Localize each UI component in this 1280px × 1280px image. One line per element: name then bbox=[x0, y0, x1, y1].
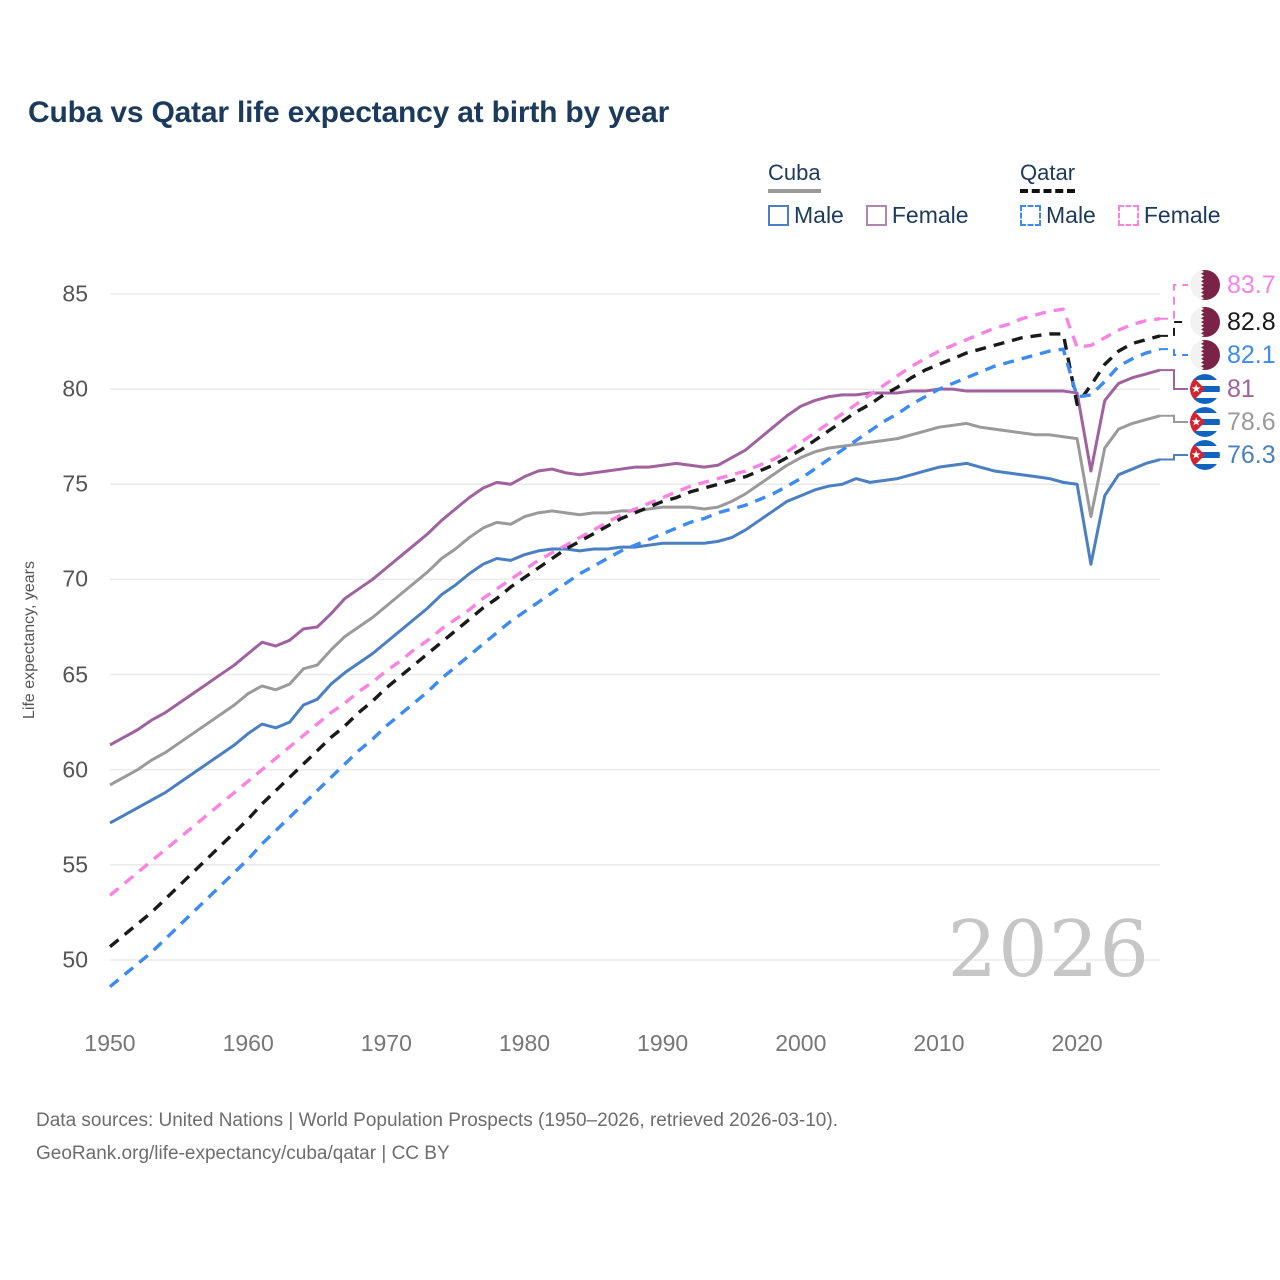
legend-country-name: Qatar bbox=[1020, 160, 1076, 193]
x-axis-tick: 1970 bbox=[360, 1030, 412, 1056]
x-axis-tick: 1960 bbox=[222, 1030, 274, 1056]
page-title: Cuba vs Qatar life expectancy at birth b… bbox=[28, 96, 670, 129]
y-axis-tick: 55 bbox=[62, 851, 88, 878]
series-end-label: 76.3 bbox=[1190, 440, 1276, 470]
end-label-value: 82.8 bbox=[1227, 307, 1276, 336]
legend-item-label: Male bbox=[794, 202, 844, 228]
legend-item-cuba-male[interactable]: Male bbox=[768, 202, 844, 229]
legend-swatch-icon bbox=[1020, 205, 1041, 226]
end-label-connector bbox=[1160, 321, 1188, 337]
y-axis-tick: 85 bbox=[62, 280, 88, 307]
year-watermark: 2026 bbox=[947, 905, 1150, 995]
y-axis-tick: 60 bbox=[62, 756, 88, 783]
x-axis-tick: 1990 bbox=[637, 1030, 689, 1056]
cuba-flag-icon bbox=[1190, 407, 1220, 437]
end-label-connector bbox=[1160, 369, 1188, 390]
x-axis-tick: 2010 bbox=[913, 1030, 965, 1056]
end-label-connector bbox=[1160, 284, 1188, 320]
legend-group-qatar: Qatar Male Female bbox=[1020, 160, 1221, 229]
x-axis-tick: 2000 bbox=[775, 1030, 827, 1056]
end-label-value: 78.6 bbox=[1227, 407, 1276, 436]
end-label-connector bbox=[1160, 414, 1188, 423]
end-label-connector bbox=[1160, 454, 1188, 461]
series-end-label: 82.8 bbox=[1190, 307, 1276, 337]
end-label-connector bbox=[1160, 348, 1188, 356]
end-label-value: 83.7 bbox=[1227, 270, 1276, 299]
legend-swatch-icon bbox=[768, 205, 789, 226]
legend-item-qatar-male[interactable]: Male bbox=[1020, 202, 1096, 229]
series-line bbox=[108, 307, 1161, 897]
cuba-flag-icon bbox=[1190, 440, 1220, 470]
legend-country-name: Cuba bbox=[768, 160, 821, 193]
qatar-flag-icon bbox=[1190, 270, 1220, 300]
legend-item-label: Female bbox=[1143, 202, 1221, 228]
series-line bbox=[108, 347, 1161, 988]
qatar-flag-icon bbox=[1190, 340, 1220, 370]
series-line bbox=[109, 414, 1161, 787]
end-label-value: 81 bbox=[1227, 374, 1255, 403]
legend-group-cuba: Cuba Male Female bbox=[768, 160, 969, 229]
x-axis-tick: 2020 bbox=[1051, 1030, 1103, 1056]
series-line bbox=[109, 368, 1161, 747]
qatar-flag-icon bbox=[1190, 307, 1220, 337]
end-label-value: 76.3 bbox=[1227, 440, 1276, 469]
series-line bbox=[109, 458, 1161, 825]
footer-credits: Data sources: United Nations | World Pop… bbox=[36, 1104, 838, 1171]
series-end-label: 78.6 bbox=[1190, 407, 1276, 437]
y-axis-tick: 65 bbox=[62, 661, 88, 688]
legend-item-label: Male bbox=[1046, 202, 1096, 228]
y-axis-tick: 80 bbox=[62, 375, 88, 402]
footer-line-1: Data sources: United Nations | World Pop… bbox=[36, 1110, 838, 1131]
y-axis-tick: 70 bbox=[62, 565, 88, 592]
footer-line-2: GeoRank.org/life-expectancy/cuba/qatar |… bbox=[36, 1143, 450, 1165]
chart-legend: Cuba Male Female Qatar Male Female bbox=[0, 160, 1280, 240]
x-axis-tick: 1980 bbox=[498, 1030, 551, 1056]
end-label-value: 82.1 bbox=[1227, 340, 1276, 369]
y-axis-tick: 50 bbox=[62, 946, 88, 973]
series-end-label: 82.1 bbox=[1190, 340, 1276, 370]
legend-item-qatar-female[interactable]: Female bbox=[1117, 202, 1221, 229]
legend-item-cuba-female[interactable]: Female bbox=[865, 202, 969, 229]
y-axis-tick: 75 bbox=[62, 470, 88, 497]
series-line bbox=[108, 332, 1161, 948]
series-end-label: 81 bbox=[1190, 374, 1255, 404]
legend-swatch-icon bbox=[1117, 205, 1139, 226]
cuba-flag-icon bbox=[1190, 374, 1220, 404]
legend-swatch-icon bbox=[865, 205, 887, 226]
series-end-label: 83.7 bbox=[1190, 270, 1276, 300]
x-axis-tick: 1950 bbox=[84, 1030, 136, 1056]
legend-item-label: Female bbox=[891, 202, 969, 228]
